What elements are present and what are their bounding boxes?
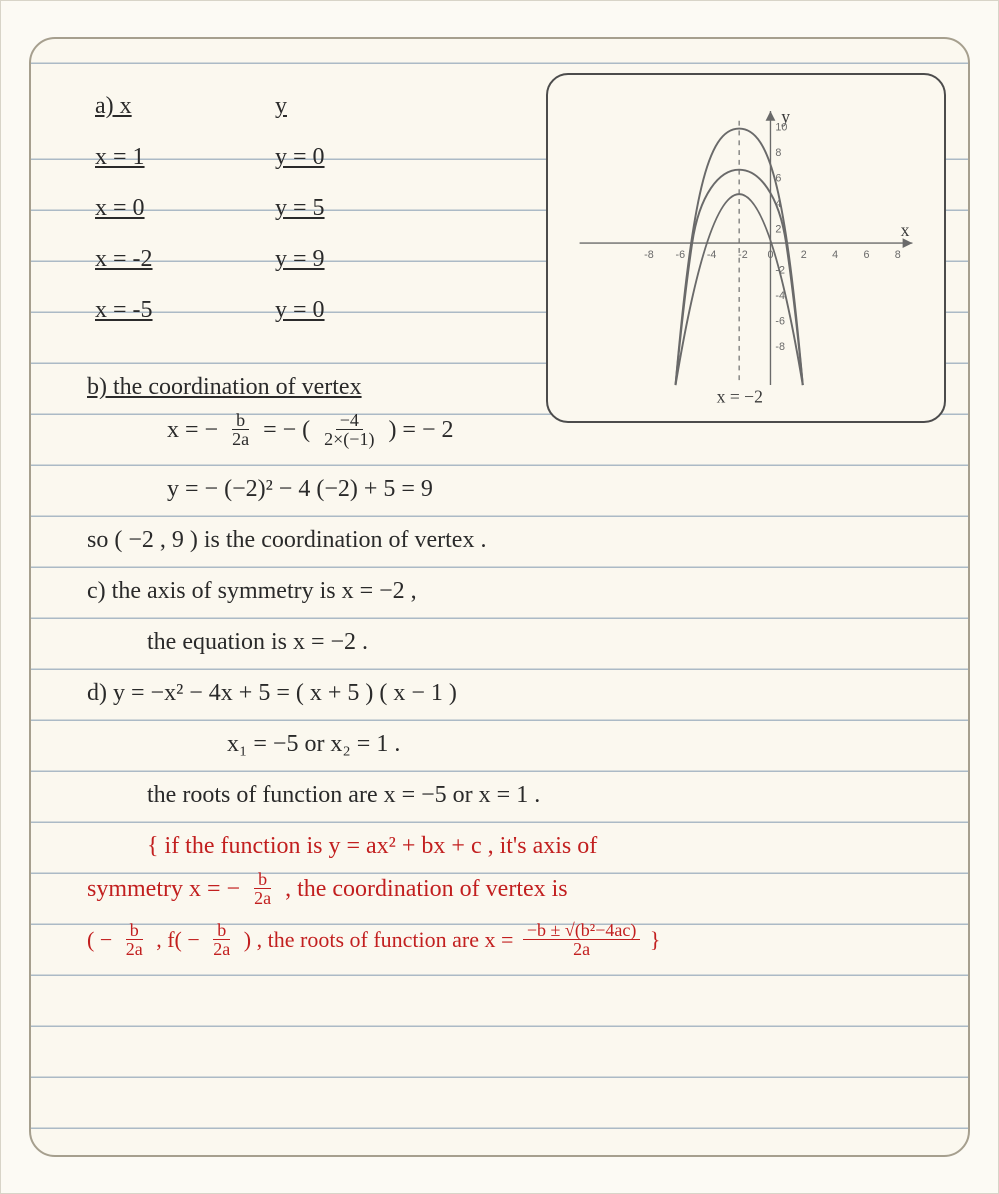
- table-cell: x = -5: [95, 297, 275, 328]
- table-cell: x = -2: [95, 246, 275, 277]
- table-cell: y = 0: [275, 297, 325, 328]
- table-cell: y = 0: [275, 144, 325, 175]
- table-head-y: y: [275, 93, 287, 124]
- d-line3: the roots of function are x = −5 or x = …: [147, 782, 540, 813]
- c-line2: the equation is x = −2 .: [147, 629, 368, 660]
- handwriting: a) xy x = 1y = 0 x = 0y = 5 x = -2y = 9 …: [31, 39, 968, 1155]
- note-line2: symmetry x = − b2a , the coordination of…: [87, 870, 568, 915]
- table-cell: y = 9: [275, 246, 325, 277]
- table-head-x: a) x: [95, 93, 275, 124]
- c-line1: c) the axis of symmetry is x = −2 ,: [87, 578, 417, 609]
- note-line3: ( − b2a , f( − b2a ) , the roots of func…: [87, 921, 660, 966]
- notebook-sheet: x y -8 -6 -4 -2 0 2 4 6 8 10 8: [29, 37, 970, 1157]
- b-line2: y = − (−2)² − 4 (−2) + 5 = 9: [167, 476, 433, 507]
- section-b-title: b) the coordination of vertex: [87, 374, 362, 405]
- b-line1: x = − b2a = − ( −42×(−1) ) = − 2: [167, 411, 454, 456]
- table-cell: y = 5: [275, 195, 325, 226]
- table-cell: x = 1: [95, 144, 275, 175]
- page: x y -8 -6 -4 -2 0 2 4 6 8 10 8: [0, 0, 999, 1194]
- d-line2: x₁ = −5 or x₂ = 1 .: [227, 731, 400, 762]
- b-line3: so ( −2 , 9 ) is the coordination of ver…: [87, 527, 486, 558]
- note-line1: { if the function is y = ax² + bx + c , …: [147, 833, 597, 864]
- d-line1: d) y = −x² − 4x + 5 = ( x + 5 ) ( x − 1 …: [87, 680, 457, 711]
- table-cell: x = 0: [95, 195, 275, 226]
